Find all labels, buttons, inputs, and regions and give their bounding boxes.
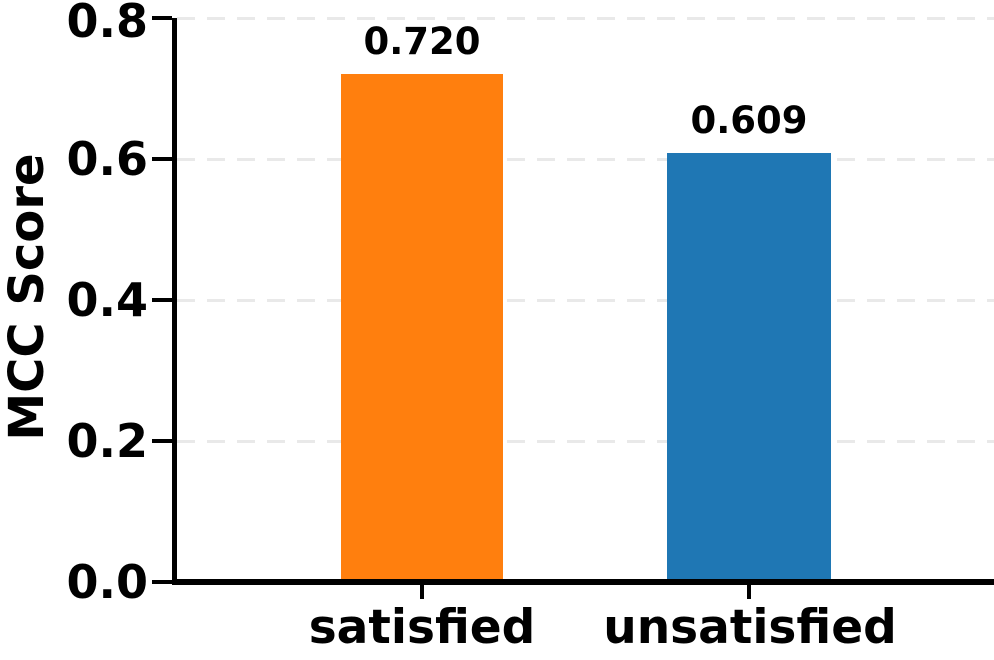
y-tick-mark-0.4 xyxy=(152,298,172,302)
y-tick-label-0.6: 0.6 xyxy=(66,132,149,186)
y-tick-label-0.2: 0.2 xyxy=(66,414,149,468)
y-axis-spine xyxy=(172,18,177,585)
x-tick-label-satisfied: satisfied xyxy=(308,600,536,655)
gridline-0.6 xyxy=(177,157,994,161)
value-label-unsatisfied: 0.609 xyxy=(690,98,808,142)
y-tick-label-0.8: 0.8 xyxy=(66,0,149,48)
y-tick-label-0.4: 0.4 xyxy=(66,273,149,327)
gridline-0.2 xyxy=(177,439,994,443)
bar-satisfied xyxy=(341,74,503,582)
x-tick-mark-satisfied xyxy=(420,585,424,599)
y-tick-mark-0.6 xyxy=(152,157,172,161)
y-tick-label-0.0: 0.0 xyxy=(66,555,149,609)
y-tick-mark-0.2 xyxy=(152,439,172,443)
plot-area: 0.720 0.609 xyxy=(152,16,994,599)
x-tick-mark-unsatisfied xyxy=(747,585,751,599)
value-label-satisfied: 0.720 xyxy=(363,20,481,64)
y-tick-mark-0.8 xyxy=(152,16,172,20)
x-axis-spine xyxy=(172,579,994,585)
y-tick-mark-0.0 xyxy=(152,580,172,584)
bar-unsatisfied xyxy=(667,152,831,582)
y-axis-label: MCC Score xyxy=(0,153,55,441)
gridline-0.4 xyxy=(177,298,994,302)
gridline-0.8 xyxy=(177,16,994,20)
x-tick-label-unsatisfied: unsatisfied xyxy=(603,600,897,655)
